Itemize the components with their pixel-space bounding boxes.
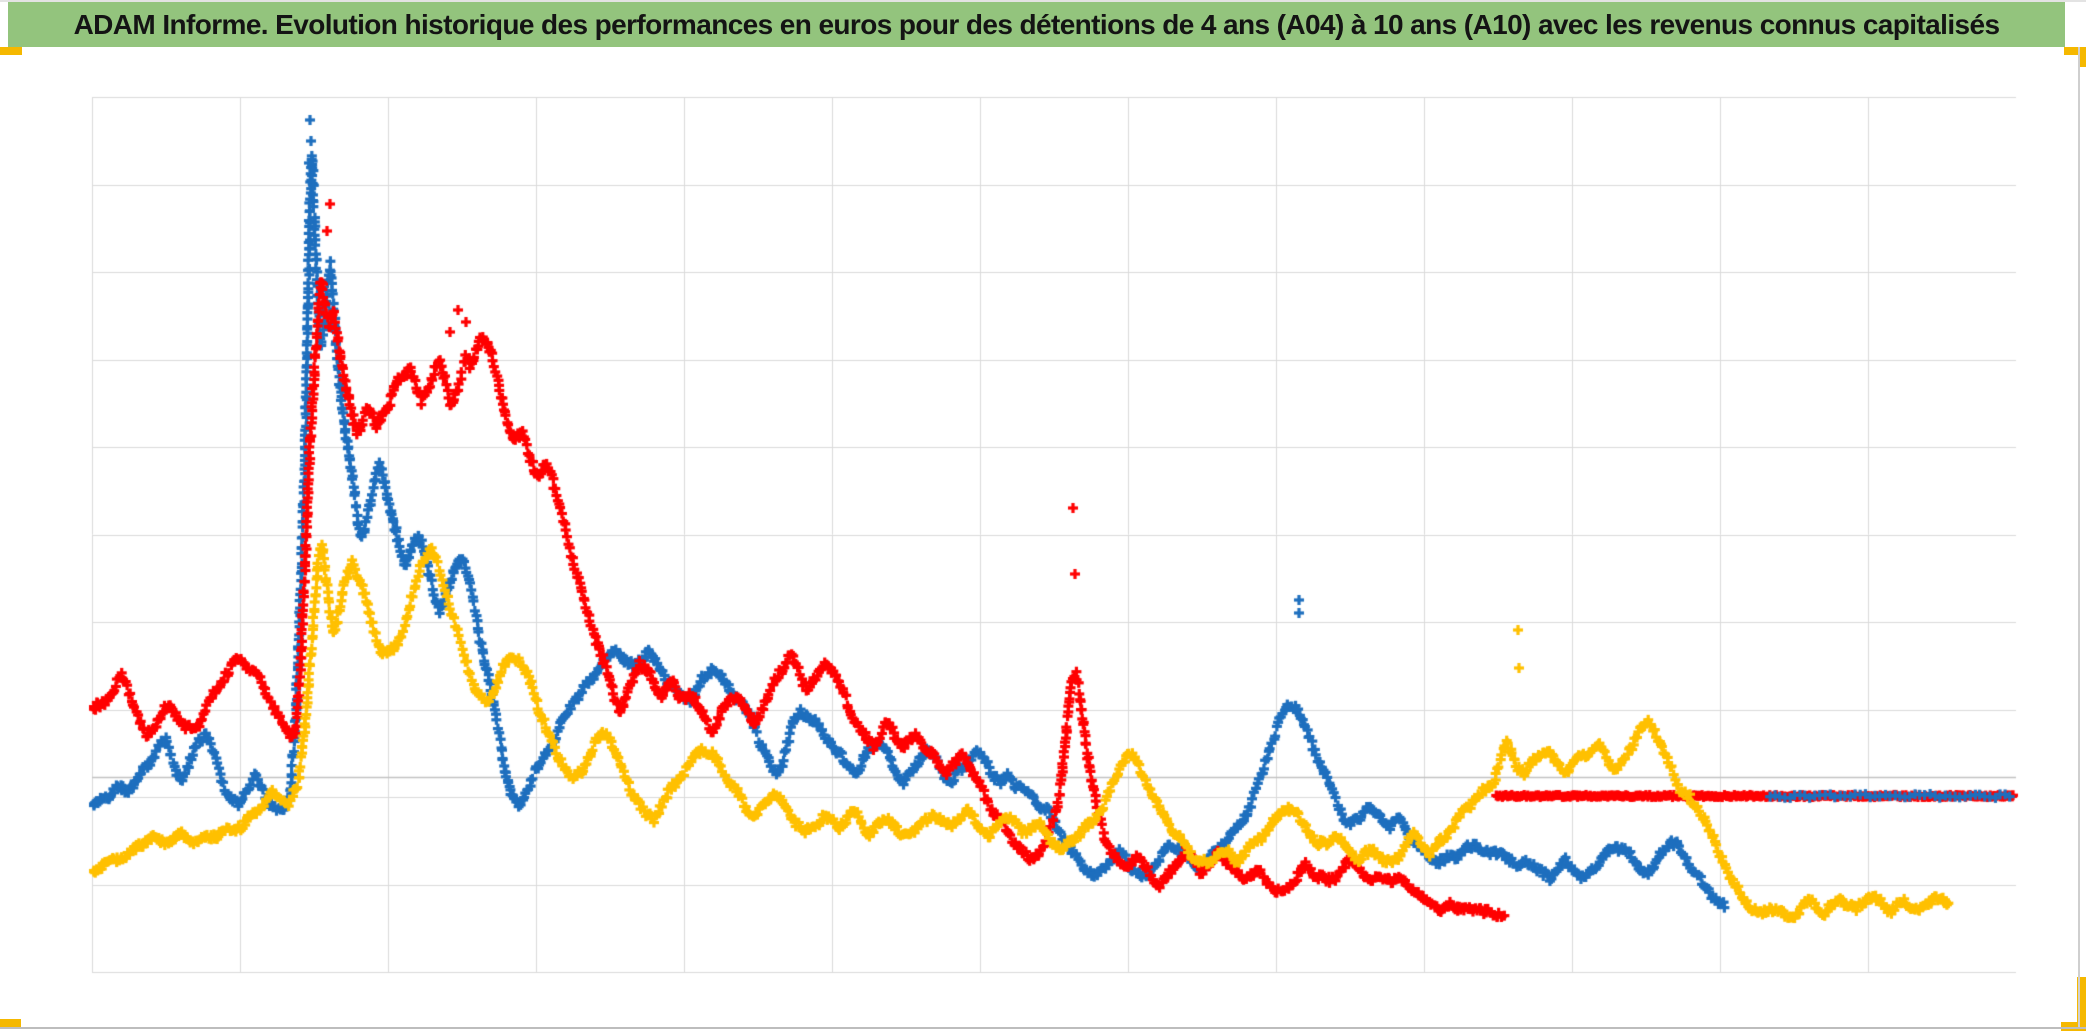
chart-title: ADAM Informe. Evolution historique des p… xyxy=(73,8,2000,40)
window-border-right xyxy=(2078,47,2080,1028)
corner-marker-bottom-left xyxy=(0,1019,21,1028)
corner-marker-top-right xyxy=(2064,47,2086,55)
corner-marker-top-right xyxy=(2078,47,2086,67)
corner-marker-bottom-right xyxy=(2077,977,2086,1028)
corner-marker-top-left xyxy=(0,47,22,55)
chart-title-bar: ADAM Informe. Evolution historique des p… xyxy=(8,2,2065,47)
window-border-bottom xyxy=(0,1027,2086,1029)
corner-marker-bottom-right xyxy=(2061,1022,2086,1031)
